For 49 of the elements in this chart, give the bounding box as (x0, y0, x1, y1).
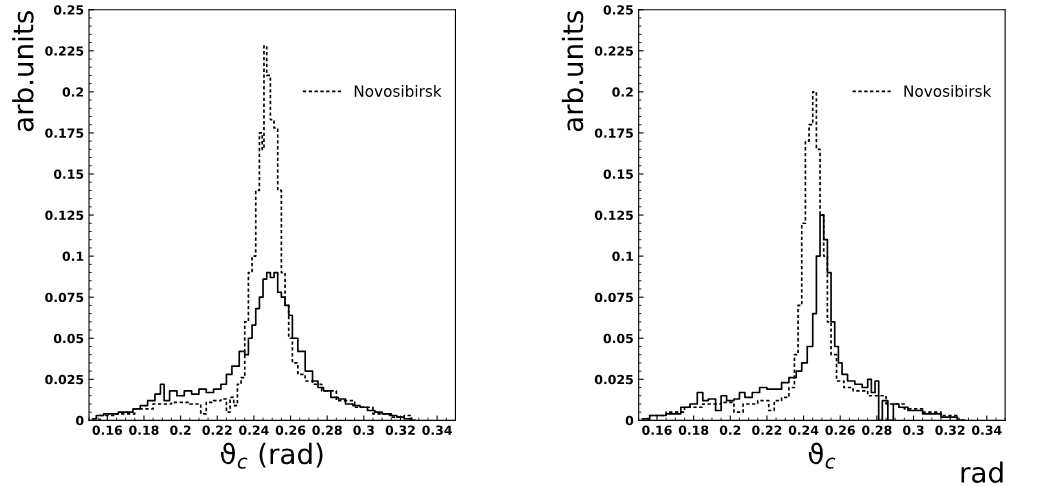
x-tick-label: 0.32 (935, 425, 965, 435)
y-axis-title: arb.units (561, 11, 584, 132)
x-tick-label: 0.18 (129, 425, 159, 435)
x-tick-label: 0.26 (275, 425, 306, 435)
y-tick-label: 0.125 (45, 210, 84, 220)
y-axis-title: arb.units (12, 11, 34, 132)
x-tick-label: 0.16 (642, 425, 672, 435)
y-tick-label: 0.05 (603, 333, 633, 344)
y-tick-label: 0.1 (612, 251, 633, 262)
x-tick-label: 0.28 (862, 425, 892, 435)
text: rad (961, 461, 1003, 483)
y-tick-label: 0.2 (62, 87, 84, 97)
legend-label: Novosibirsk (354, 85, 442, 97)
y-tick-label: 0.05 (53, 333, 84, 344)
x-tick-label: 0.2 (170, 425, 191, 435)
x-tick-label: 0.26 (825, 425, 855, 435)
y-tick-label: 0.025 (45, 374, 84, 385)
y-tick-label: 0.2 (612, 87, 633, 97)
y-tick-label: 0.15 (603, 169, 633, 179)
y-tick-label: 0.025 (594, 374, 633, 385)
x-tick-label: 0.3 (353, 425, 374, 435)
x-tick-label: 0.24 (239, 425, 269, 435)
x-tick-label: 0.24 (788, 425, 819, 435)
x-tick-label: 0.32 (385, 425, 415, 435)
y-tick-label: 0.225 (45, 46, 84, 56)
y-tick-label: 0 (76, 415, 84, 426)
y-tick-label: 0.175 (594, 128, 633, 138)
x-axis-title: ϑ$_{c}$ (rad) (220, 442, 323, 469)
x-tick-label: 0.34 (422, 425, 452, 435)
y-tick-label: 0.075 (45, 292, 84, 303)
y-tick-label: 0 (625, 415, 634, 426)
y-tick-label: 0.1 (62, 251, 84, 262)
y-tick-label: 0.175 (45, 128, 84, 138)
x-tick-label: 0.22 (752, 425, 782, 435)
y-tick-label: 0.125 (594, 210, 633, 220)
y-tick-label: 0.15 (53, 169, 84, 179)
x-tick-label: 0.2 (719, 425, 741, 435)
y-tick-label: 0.225 (594, 46, 633, 56)
y-tick-label: 0.25 (53, 5, 84, 15)
x-tick-label: 0.16 (92, 425, 123, 435)
legend-label: Novosibirsk (904, 85, 992, 97)
x-axis-title: ϑ$_{c}$ (808, 442, 836, 469)
x-tick-label: 0.28 (312, 425, 342, 435)
y-tick-label: 0.25 (603, 5, 633, 15)
x-tick-label: 0.34 (971, 425, 1002, 435)
x-tick-label: 0.18 (678, 425, 709, 435)
y-tick-label: 0.075 (594, 292, 633, 303)
x-tick-label: 0.3 (903, 425, 924, 435)
x-tick-label: 0.22 (202, 425, 232, 435)
